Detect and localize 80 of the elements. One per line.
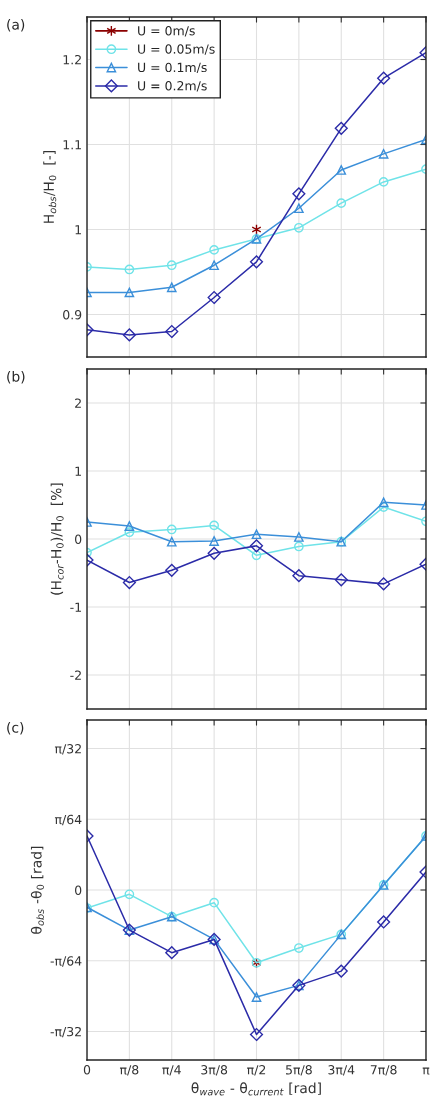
point <box>124 527 135 538</box>
x-tick-label: π/4 <box>162 1065 181 1076</box>
x-tick-label: 3π/4 <box>328 1065 355 1076</box>
x-tick-label: π/8 <box>119 1065 139 1076</box>
point <box>334 964 348 978</box>
point <box>207 546 221 560</box>
y-tick-label: -π/32 <box>50 1026 81 1038</box>
legend-label: U = 0.2m/s <box>138 81 207 92</box>
point <box>249 539 264 553</box>
point <box>336 165 347 175</box>
legend-label: U = 0m/s <box>138 25 195 37</box>
point <box>294 943 304 953</box>
point <box>209 260 219 271</box>
point <box>166 282 177 293</box>
y-tick-label: 1 <box>75 225 81 235</box>
point <box>166 536 177 547</box>
x-tick-label: 5π/8 <box>286 1065 312 1076</box>
x-tick-label: 0 <box>83 1065 91 1075</box>
point <box>294 203 304 214</box>
y-axis-title: (H$_{cor}$-H$_{0}$)/H$_{0}$ [%] <box>50 483 64 595</box>
point <box>124 521 135 531</box>
legend-label: U = 0.1m/s <box>138 62 207 74</box>
point <box>292 187 306 201</box>
point <box>207 290 221 305</box>
x-axis-title: θ$_{wave}$ - θ$_{current}$ [rad] <box>191 1082 321 1096</box>
x-tick-label: 7π/8 <box>370 1065 397 1076</box>
point <box>378 497 389 508</box>
point <box>165 324 179 339</box>
point <box>377 577 391 591</box>
point <box>336 198 347 209</box>
point <box>294 532 304 542</box>
y-tick-label: -π/64 <box>50 956 82 967</box>
y-tick-label: 1.2 <box>63 54 81 65</box>
text: (c) <box>7 722 24 735</box>
y-tick-label: -2 <box>70 670 81 680</box>
y-tick-label: 1.1 <box>63 140 81 150</box>
point <box>378 177 389 187</box>
y-tick-label: 1 <box>75 466 81 476</box>
point <box>294 222 304 233</box>
point <box>334 121 348 135</box>
text: (b) <box>7 371 25 384</box>
point <box>378 502 389 512</box>
point <box>165 563 179 577</box>
point <box>294 541 304 552</box>
point <box>166 260 177 271</box>
point <box>209 520 219 531</box>
point <box>122 328 136 342</box>
point <box>209 897 219 908</box>
point <box>378 148 389 159</box>
point <box>251 529 262 540</box>
y-axis-title: H$_{obs}$/H$_{0}$ [-] <box>43 151 57 223</box>
point <box>124 287 135 298</box>
point <box>166 524 177 535</box>
point <box>251 992 262 1002</box>
y-tick-label: π/64 <box>54 814 82 826</box>
y-tick-label: 2 <box>75 398 81 408</box>
point <box>209 245 219 255</box>
y-axis-title: θ$_{obs}$ -θ$_{0}$ [rad] <box>30 846 44 934</box>
point <box>377 915 391 929</box>
y-tick-label: -1 <box>70 602 81 612</box>
point <box>165 946 179 960</box>
point <box>377 71 391 85</box>
x-tick-label: π/2 <box>247 1065 266 1076</box>
y-tick-label: 0 <box>75 885 82 895</box>
y-tick-label: 0 <box>75 534 82 544</box>
x-tick-label: π <box>422 1067 430 1075</box>
text: (a) <box>7 19 25 32</box>
y-tick-label: 0.9 <box>63 309 82 320</box>
point <box>249 1027 264 1042</box>
point <box>292 569 306 583</box>
point <box>124 889 135 900</box>
point <box>124 264 135 275</box>
x-tick-label: 3π/8 <box>201 1065 228 1076</box>
y-tick-label: π/32 <box>54 744 81 755</box>
point <box>334 573 348 587</box>
point <box>249 255 264 269</box>
point <box>122 575 136 590</box>
point <box>251 550 262 561</box>
legend-label: U = 0.05m/s <box>138 44 215 55</box>
point <box>209 536 219 546</box>
